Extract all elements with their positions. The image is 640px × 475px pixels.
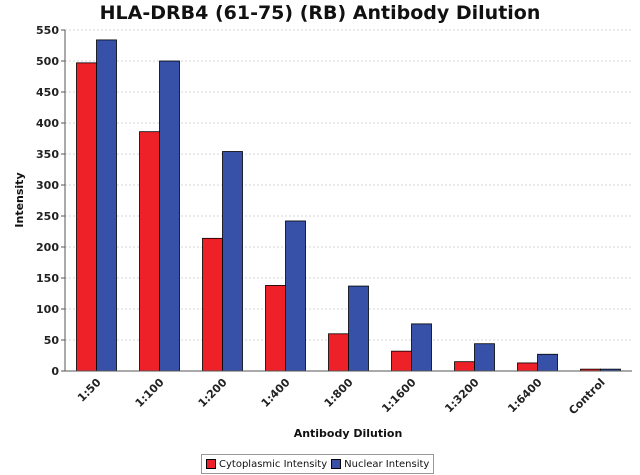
bar-cytoplasmic-1-6400 [517,362,538,372]
x-tick-labels: 1:50 1:100 1:200 1:400 1:800 1:1600 1:3200 1:64… [75,376,608,418]
x-tick-label: 1:50 [75,376,104,405]
bar-cytoplasmic-1-1600 [391,350,412,372]
x-tick-label: 1:1600 [379,376,419,416]
y-tick-label: 550 [36,24,59,37]
legend-swatch-nuclear [331,459,342,469]
bar-cytoplasmic-1-50 [76,62,97,372]
bar-cytoplasmic-1-200 [202,237,223,372]
x-tick-label: 1:100 [133,376,167,410]
y-tick-label: 250 [36,210,59,223]
x-tick-label: 1:800 [322,376,356,410]
legend-swatch-cytoplasmic [206,459,216,469]
y-tick-label: 50 [44,334,60,347]
y-tick-label: 500 [36,55,59,68]
x-tick-label: 1:3200 [442,376,482,416]
y-tick-label: 0 [51,365,59,378]
bar-nuclear-1-6400 [537,353,558,372]
y-tick-label: 200 [36,241,59,254]
x-tick-label: Control [566,376,607,417]
bar-nuclear-1-3200 [474,343,495,372]
y-tick-label: 450 [36,86,59,99]
bar-cytoplasmic-1-3200 [454,361,475,372]
gridlines [65,29,632,341]
bar-cytoplasmic-1-800 [328,333,349,372]
y-axis-title: Intensity [13,172,26,227]
bar-nuclear-1-200 [222,151,243,372]
legend-item-cytoplasmic: Cytoplasmic Intensity [206,459,327,470]
legend-label-nuclear: Nuclear Intensity [344,458,430,470]
axes [64,30,632,372]
bar-cytoplasmic-1-400 [265,285,286,372]
y-tick-label: 150 [36,272,59,285]
bar-nuclear-1-100 [159,60,180,372]
bar-nuclear-1-50 [96,39,117,372]
chart-title: HLA-DRB4 (61-75) (RB) Antibody Dilution [99,2,541,24]
bar-nuclear-1-1600 [411,323,432,372]
bar-nuclear-1-800 [348,285,369,372]
x-axis-title: Antibody Dilution [294,427,403,440]
x-tick-label: 1:200 [196,376,230,410]
x-tick-label: 1:6400 [505,376,545,416]
legend-item-nuclear: Nuclear Intensity [331,459,429,470]
bar-cytoplasmic-1-100 [139,131,160,372]
legend: Cytoplasmic Intensity Nuclear Intensity [201,454,435,474]
y-tick-label: 300 [36,179,59,192]
y-tick-label: 100 [36,303,59,316]
y-tick-labels: 0 50 100 150 200 250 300 350 400 450 500 550 [36,24,65,378]
x-tick-label: 1:400 [259,376,293,410]
bars [76,39,621,372]
y-tick-label: 350 [36,148,59,161]
bar-nuclear-1-400 [285,220,306,372]
legend-label-cytoplasmic: Cytoplasmic Intensity [219,458,328,470]
y-tick-label: 400 [36,117,59,130]
